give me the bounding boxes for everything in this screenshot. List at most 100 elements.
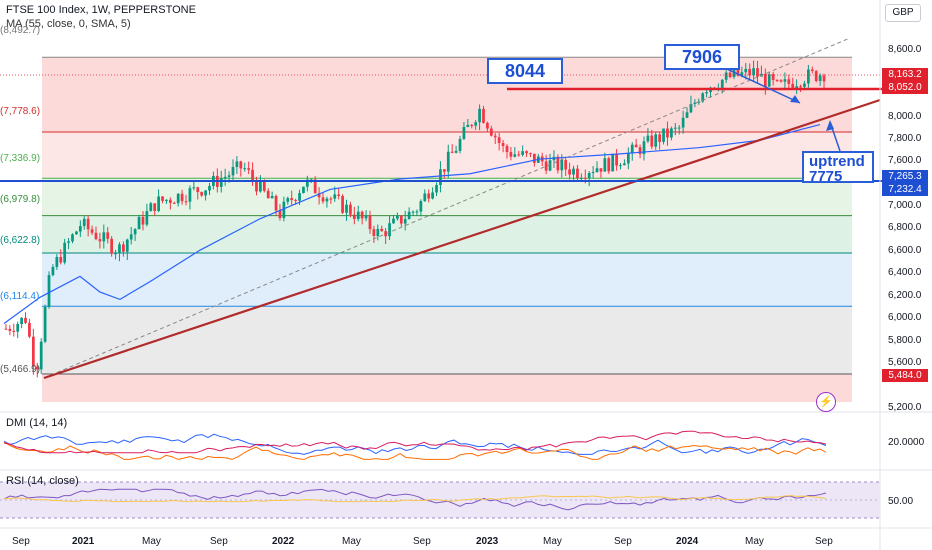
candle-body bbox=[638, 147, 642, 155]
candle-body bbox=[403, 219, 407, 224]
candle-body bbox=[814, 71, 818, 81]
candle-body bbox=[333, 194, 337, 199]
candle-body bbox=[399, 215, 403, 224]
y-axis-label: 8,600.0 bbox=[888, 44, 922, 55]
fib-zone bbox=[42, 306, 852, 375]
ma-legend[interactable]: MA (55, close, 0, SMA, 5) bbox=[6, 18, 131, 30]
ma-line bbox=[3, 123, 821, 324]
fib-zone bbox=[42, 215, 852, 254]
candle-body bbox=[24, 317, 27, 323]
y-axis-label: 6,200.0 bbox=[888, 290, 922, 301]
candle-body bbox=[407, 211, 411, 220]
candle-body bbox=[380, 228, 384, 232]
candle-body bbox=[278, 210, 282, 219]
dmi-pane-title[interactable]: DMI (14, 14) bbox=[6, 417, 68, 429]
x-axis-label: 2022 bbox=[272, 536, 295, 547]
candle-body bbox=[384, 231, 388, 237]
rsi-pane-title[interactable]: RSI (14, close) bbox=[6, 475, 79, 487]
candle-body bbox=[619, 165, 622, 167]
adx-line bbox=[3, 430, 827, 454]
candle-body bbox=[172, 202, 176, 204]
candle-body bbox=[630, 144, 634, 154]
rsi-axis-label: 50.00 bbox=[888, 496, 914, 507]
candle-body bbox=[94, 232, 98, 240]
candle-body bbox=[646, 135, 650, 142]
price-tag-current: 8,163.2 bbox=[882, 68, 928, 81]
annotation-7906[interactable]: 7906 bbox=[664, 44, 740, 70]
candle-body bbox=[435, 185, 438, 193]
annotation-uptrend[interactable]: uptrend 7775 bbox=[802, 151, 874, 184]
candle-body bbox=[693, 102, 697, 105]
candle-body bbox=[783, 79, 787, 82]
candle-body bbox=[654, 134, 658, 147]
lightning-icon[interactable]: ⚡ bbox=[816, 392, 836, 412]
candle-body bbox=[579, 177, 583, 179]
currency-badge[interactable]: GBP bbox=[885, 4, 921, 22]
candle-body bbox=[442, 169, 446, 172]
candle-body bbox=[415, 211, 419, 213]
fib-label: (6,979.8) bbox=[0, 194, 41, 205]
candle-body bbox=[791, 83, 795, 89]
candle-body bbox=[771, 74, 775, 80]
candle-body bbox=[8, 328, 12, 331]
candle-body bbox=[243, 168, 247, 170]
candle-body bbox=[568, 169, 571, 175]
candle-body bbox=[799, 86, 802, 88]
candle-body bbox=[670, 128, 673, 138]
candle-body bbox=[55, 257, 59, 267]
candle-body bbox=[595, 168, 599, 173]
price-tag-support: 7,265.3 bbox=[882, 170, 928, 183]
candle-body bbox=[118, 244, 121, 254]
x-axis-label: May bbox=[342, 536, 361, 547]
candle-body bbox=[59, 257, 63, 263]
candle-body bbox=[458, 138, 462, 151]
x-axis-label: 2021 bbox=[72, 536, 95, 547]
candle-body bbox=[325, 198, 329, 202]
y-axis-label: 5,600.0 bbox=[888, 357, 922, 368]
candle-body bbox=[650, 135, 654, 147]
fib-label: (8,492.7) bbox=[0, 25, 41, 36]
candle-body bbox=[259, 180, 262, 192]
uptrend-line bbox=[43, 98, 881, 380]
candle-body bbox=[419, 201, 423, 212]
candle-body bbox=[28, 322, 31, 337]
candle-body bbox=[153, 203, 157, 211]
y-axis-label: 7,600.0 bbox=[888, 155, 922, 166]
y-axis-label: 6,600.0 bbox=[888, 245, 922, 256]
candle-body bbox=[775, 79, 779, 81]
candle-body bbox=[302, 186, 305, 194]
candle-body bbox=[423, 193, 427, 202]
candle-body bbox=[583, 177, 587, 179]
candle-body bbox=[392, 218, 395, 224]
x-axis-label: Sep bbox=[413, 536, 431, 547]
annotation-8044[interactable]: 8044 bbox=[487, 58, 563, 84]
candle-body bbox=[63, 242, 67, 263]
candle-body bbox=[282, 201, 286, 219]
candle-body bbox=[501, 142, 505, 147]
candle-body bbox=[360, 211, 364, 219]
candle-body bbox=[196, 187, 200, 193]
y-axis-label: 6,400.0 bbox=[888, 267, 922, 278]
chart-title: FTSE 100 Index, 1W, PEPPERSTONE bbox=[6, 4, 196, 16]
y-axis-label: 6,000.0 bbox=[888, 312, 922, 323]
candle-body bbox=[231, 166, 235, 176]
candle-body bbox=[474, 122, 478, 126]
y-axis-label: 7,800.0 bbox=[888, 133, 922, 144]
candle-body bbox=[106, 232, 110, 239]
candle-body bbox=[576, 168, 579, 179]
candle-body bbox=[82, 218, 86, 227]
candle-body bbox=[615, 153, 618, 166]
candle-body bbox=[376, 228, 380, 236]
candle-body bbox=[521, 151, 525, 155]
candle-body bbox=[20, 317, 23, 325]
candle-body bbox=[188, 188, 192, 202]
candle-body bbox=[767, 74, 771, 87]
candle-body bbox=[478, 108, 481, 123]
x-axis-label: Sep bbox=[815, 536, 833, 547]
candle-body bbox=[626, 153, 630, 164]
candle-body bbox=[235, 161, 239, 167]
candle-body bbox=[12, 330, 16, 332]
candle-body bbox=[356, 211, 360, 220]
x-axis-label: May bbox=[142, 536, 161, 547]
